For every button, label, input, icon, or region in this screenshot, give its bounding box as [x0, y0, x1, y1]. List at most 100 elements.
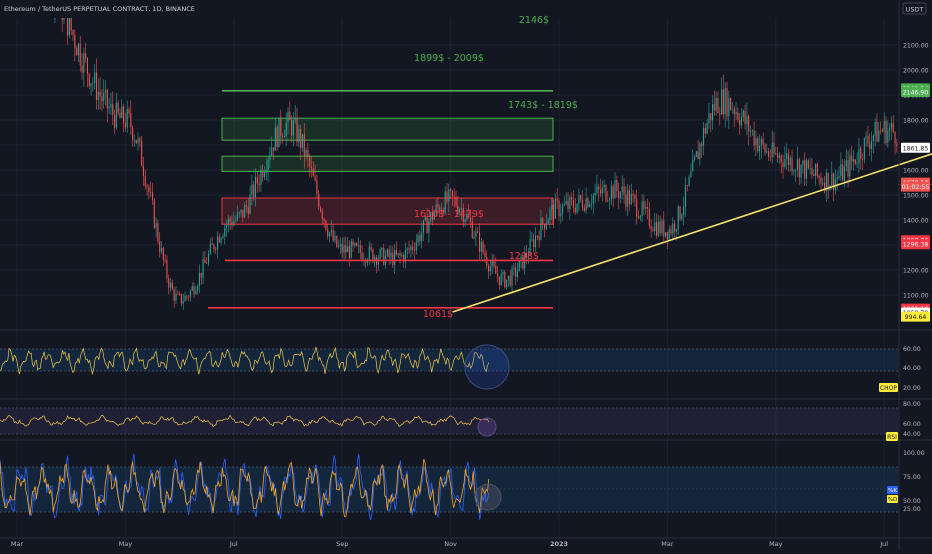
candle-body — [377, 258, 379, 265]
candle-body — [267, 159, 269, 171]
candle-body — [287, 111, 289, 123]
candle-body — [800, 164, 802, 178]
candle-body — [269, 155, 271, 160]
candle-body — [867, 136, 869, 144]
candle-body — [74, 34, 76, 49]
candle-body — [209, 243, 211, 254]
stoch-highlight — [474, 483, 502, 511]
candle-body — [327, 229, 329, 237]
candle-body — [85, 53, 87, 59]
candle-body — [825, 172, 827, 192]
candle-body — [656, 222, 658, 236]
candle-body — [860, 148, 862, 160]
candle-body — [574, 207, 576, 213]
candle-body — [889, 128, 891, 131]
candle-body — [475, 231, 477, 237]
candle-body — [563, 203, 565, 205]
candle-body — [558, 200, 560, 216]
candle-body — [444, 191, 446, 214]
candle-body — [383, 247, 385, 265]
candle-body — [296, 117, 298, 143]
candle-body — [370, 246, 372, 250]
candle-body — [576, 203, 578, 213]
candle-body — [683, 206, 685, 215]
candle-body — [560, 213, 562, 216]
candle-body — [318, 193, 320, 208]
candle-body — [520, 256, 522, 262]
candle-body — [347, 246, 349, 253]
candle-body — [681, 214, 683, 219]
candle-body — [777, 153, 779, 158]
candle-body — [717, 97, 719, 113]
annotation-zone-top: 1899$ - 2009$ — [414, 53, 484, 64]
candle-body — [151, 192, 154, 201]
candle-body — [213, 244, 215, 250]
candle-body — [749, 131, 752, 132]
candle-body — [842, 164, 844, 181]
candle-body — [388, 249, 390, 258]
candle-body — [715, 97, 717, 111]
candle-body — [126, 109, 128, 128]
candle-body — [175, 293, 177, 301]
candle-body — [345, 245, 347, 253]
candle-body — [641, 201, 643, 217]
candle-body — [789, 157, 791, 166]
candle-body — [83, 53, 85, 73]
candle-body — [623, 186, 625, 195]
candle-body — [504, 271, 506, 288]
time-axis-label: Jul — [879, 540, 888, 548]
candle-body — [892, 123, 894, 133]
candle-body — [636, 198, 638, 217]
candle-body — [578, 195, 580, 204]
candle-body — [150, 192, 152, 194]
candle-body — [894, 132, 896, 144]
stoch-k-badge-label: %K — [888, 488, 897, 494]
candle-body — [784, 159, 786, 167]
candle-body — [229, 218, 231, 222]
candle-body — [104, 89, 107, 93]
candle-body — [666, 232, 668, 240]
candle-body — [863, 137, 865, 160]
candle-body — [155, 223, 157, 228]
candle-body — [312, 168, 314, 177]
currency-button[interactable] — [902, 2, 927, 15]
candle-body — [491, 261, 493, 267]
price-tick-label: 1100.00 — [903, 293, 929, 300]
candle-body — [659, 221, 661, 233]
candle-body — [778, 155, 780, 158]
candle-body — [796, 159, 799, 171]
candle-body — [811, 168, 813, 175]
candle-body — [403, 255, 405, 262]
candle-body — [869, 143, 871, 149]
candle-body — [256, 176, 258, 184]
candle-body — [77, 43, 79, 56]
candle-body — [121, 106, 123, 118]
candle-body — [97, 91, 99, 100]
stoch-d-badge-label: %D — [888, 497, 898, 503]
candle-body — [195, 290, 197, 295]
candle-body — [554, 198, 556, 219]
candle-body — [730, 98, 732, 110]
candle-body — [453, 196, 455, 198]
candle-body — [218, 236, 220, 243]
candle-body — [321, 211, 323, 219]
candle-body — [592, 195, 594, 204]
candle-body — [471, 221, 473, 238]
price-badge — [901, 142, 930, 153]
stoch-d-line — [0, 458, 490, 518]
rsi-badge — [886, 432, 898, 441]
candle-body — [739, 119, 741, 126]
candle-body — [820, 177, 822, 184]
time-axis-label: May — [769, 540, 783, 548]
candle-body — [603, 185, 605, 188]
candle-body — [880, 130, 882, 132]
candle-body — [415, 242, 417, 251]
candle-body — [341, 244, 343, 253]
candle-body — [542, 218, 544, 225]
candle-body — [180, 294, 182, 304]
candle-body — [572, 199, 575, 208]
candle-body — [254, 176, 257, 197]
candle-body — [390, 252, 392, 258]
